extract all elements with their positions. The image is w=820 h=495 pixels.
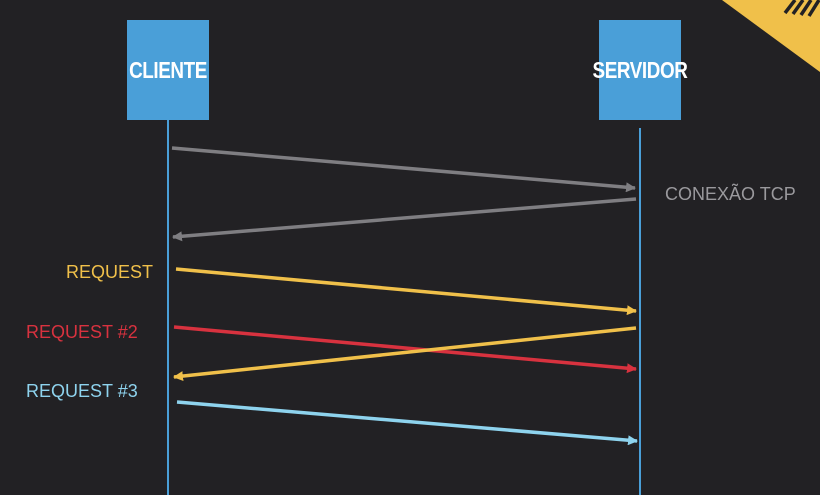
tcp-ack-arrow	[172, 197, 637, 242]
client-label: CLIENTE	[129, 56, 207, 83]
tcp-syn-arrow	[171, 146, 636, 193]
request-3-arrow	[176, 400, 638, 446]
request-2-label: REQUEST #2	[26, 322, 138, 342]
ribbon-band	[722, 0, 820, 72]
client-box: CLIENTE	[127, 20, 209, 120]
request-1-arrow	[175, 267, 637, 316]
request-2-arrow	[173, 325, 637, 374]
request-3-label: REQUEST #3	[26, 381, 138, 401]
request-1-label: REQUEST	[66, 262, 154, 282]
server-label: SERVIDOR	[592, 56, 688, 83]
ribbon-stripes	[783, 0, 820, 17]
tcp-connection-label: CONEXÃO TCP	[665, 184, 796, 204]
response-1-arrow	[173, 326, 637, 382]
server-box: SERVIDOR	[593, 20, 688, 120]
